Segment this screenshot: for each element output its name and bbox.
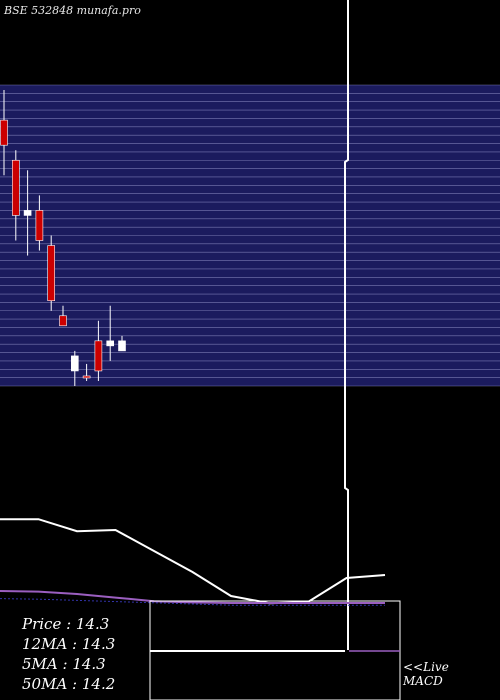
candle-body <box>12 159 20 216</box>
candle-body <box>35 210 44 241</box>
candle-body <box>47 245 56 302</box>
stat-price: Price : 14.3 <box>22 615 110 633</box>
candle-body <box>59 315 67 327</box>
stats-panel: Price : 14.3 12MA : 14.3 5MA : 14.3 50MA… <box>22 614 115 694</box>
live-macd-link[interactable]: <<Live MACD <box>403 660 449 688</box>
candle-body <box>23 210 32 216</box>
live-macd-line1: <<Live <box>403 660 449 674</box>
candle-body <box>82 375 91 379</box>
candle-body <box>0 119 8 146</box>
candle-body <box>118 340 126 352</box>
chart-title: BSE 532848 munafa.pro <box>4 4 141 17</box>
candle-body <box>94 340 103 372</box>
marker-line <box>344 0 349 650</box>
volume-line <box>0 598 385 606</box>
stat-5ma: 5MA : 14.3 <box>22 655 106 673</box>
stat-12ma: 12MA : 14.3 <box>22 635 116 653</box>
live-macd-line2: MACD <box>403 674 443 688</box>
candle-body <box>71 355 79 372</box>
candle-body <box>106 340 114 347</box>
ma-line <box>0 518 386 605</box>
signal-line <box>0 590 385 604</box>
stat-50ma: 50MA : 14.2 <box>22 675 116 693</box>
